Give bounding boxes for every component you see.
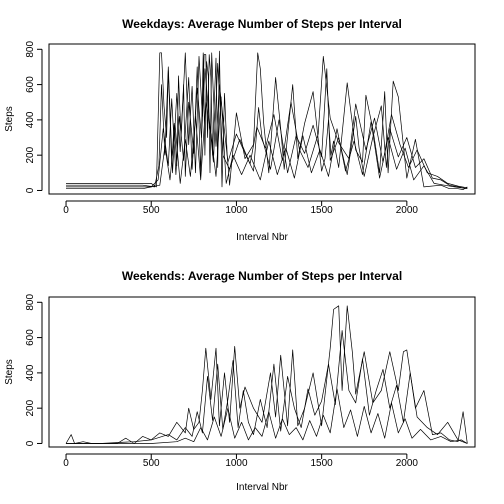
weekdays-x-tick-label: 0	[63, 205, 69, 216]
weekends-x-tick-label: 1500	[311, 458, 334, 469]
weekends-series-line-1	[66, 330, 468, 444]
weekdays-x-tick-label: 1000	[225, 205, 248, 216]
weekends-y-tick-label: 600	[25, 329, 36, 346]
weekdays-y-tick-label: 600	[25, 76, 36, 93]
weekdays-chart-title: Weekdays: Average Number of Steps per In…	[122, 17, 402, 31]
weekends-y-tick-label: 800	[25, 294, 36, 311]
weekends-series-group	[65, 305, 468, 444]
weekends-x-tick-label: 500	[143, 458, 160, 469]
weekdays-y-tick-label: 800	[25, 41, 36, 58]
weekdays-series-line-1	[66, 52, 468, 190]
weekends-chart-title: Weekends: Average Number of Steps per In…	[122, 269, 402, 283]
weekdays-y-tick-label: 200	[25, 146, 36, 163]
weekdays-series-line-2	[66, 56, 468, 189]
weekends-x-tick-label: 0	[63, 458, 69, 469]
weekends-y-axis-label: Steps	[4, 359, 15, 385]
weekdays-x-tick-label: 1500	[311, 205, 334, 216]
weekdays-panel: Weekdays: Average Number of Steps per In…	[4, 17, 476, 243]
weekdays-x-axis-label: Interval Nbr	[236, 232, 288, 243]
weekdays-plot-frame	[48, 43, 476, 195]
weekends-series-line-0	[65, 305, 468, 444]
weekends-x-tick-label: 2000	[396, 458, 419, 469]
weekends-y-tick-label: 400	[25, 364, 36, 381]
weekdays-x-tick-label: 2000	[396, 205, 419, 216]
weekdays-series-line-3	[66, 96, 468, 190]
weekdays-series-line-0	[66, 50, 468, 190]
weekdays-y-axis-label: Steps	[4, 106, 15, 132]
weekdays-series-group	[66, 50, 468, 190]
weekends-series-line-2	[66, 388, 468, 444]
weekends-plot-frame	[48, 296, 476, 448]
weekends-x-axis-label: Interval Nbr	[236, 482, 288, 493]
weekends-x-tick-label: 1000	[225, 458, 248, 469]
weekdays-x-tick-label: 500	[143, 205, 160, 216]
weekends-y-tick-label: 200	[25, 399, 36, 416]
weekdays-y-tick-label: 0	[25, 187, 36, 193]
weekdays-y-tick-label: 400	[25, 111, 36, 128]
weekends-y-tick-label: 0	[25, 440, 36, 446]
weekends-panel: Weekends: Average Number of Steps per In…	[4, 269, 476, 493]
